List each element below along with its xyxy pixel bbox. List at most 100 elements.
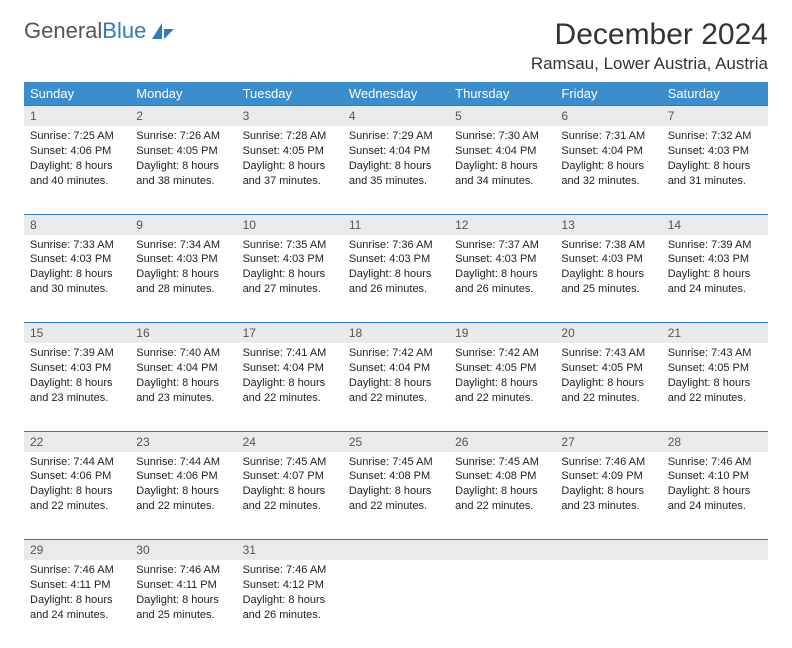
day-cell	[449, 560, 555, 648]
day-number-cell: 8	[24, 214, 130, 235]
title-block: December 2024 Ramsau, Lower Austria, Aus…	[531, 18, 768, 74]
day-cell	[555, 560, 661, 648]
day-cell-body: Sunrise: 7:45 AMSunset: 4:07 PMDaylight:…	[237, 452, 343, 520]
day-number-row: 891011121314	[24, 214, 768, 235]
day-cell: Sunrise: 7:46 AMSunset: 4:11 PMDaylight:…	[24, 560, 130, 648]
day-content-row: Sunrise: 7:44 AMSunset: 4:06 PMDaylight:…	[24, 452, 768, 540]
day-number-cell: 10	[237, 214, 343, 235]
day-number-cell: 1	[24, 106, 130, 127]
day-number-cell: 28	[662, 431, 768, 452]
day-cell: Sunrise: 7:44 AMSunset: 4:06 PMDaylight:…	[24, 452, 130, 540]
day-number-cell	[343, 540, 449, 561]
location: Ramsau, Lower Austria, Austria	[531, 54, 768, 74]
day-cell-body: Sunrise: 7:44 AMSunset: 4:06 PMDaylight:…	[130, 452, 236, 520]
day-cell-body: Sunrise: 7:42 AMSunset: 4:05 PMDaylight:…	[449, 343, 555, 411]
day-number-cell: 6	[555, 106, 661, 127]
day-cell: Sunrise: 7:46 AMSunset: 4:12 PMDaylight:…	[237, 560, 343, 648]
day-cell: Sunrise: 7:40 AMSunset: 4:04 PMDaylight:…	[130, 343, 236, 431]
logo-text-gray: General	[24, 18, 102, 44]
day-cell-body: Sunrise: 7:39 AMSunset: 4:03 PMDaylight:…	[662, 235, 768, 303]
day-header-row: SundayMondayTuesdayWednesdayThursdayFrid…	[24, 82, 768, 106]
day-number-cell: 5	[449, 106, 555, 127]
day-cell-body: Sunrise: 7:32 AMSunset: 4:03 PMDaylight:…	[662, 126, 768, 194]
day-number-cell: 14	[662, 214, 768, 235]
header: GeneralBlue December 2024 Ramsau, Lower …	[24, 18, 768, 74]
day-number-row: 1234567	[24, 106, 768, 127]
day-cell-body: Sunrise: 7:38 AMSunset: 4:03 PMDaylight:…	[555, 235, 661, 303]
day-cell	[343, 560, 449, 648]
day-cell-body: Sunrise: 7:26 AMSunset: 4:05 PMDaylight:…	[130, 126, 236, 194]
day-number-cell: 19	[449, 323, 555, 344]
day-cell-body: Sunrise: 7:43 AMSunset: 4:05 PMDaylight:…	[555, 343, 661, 411]
day-cell: Sunrise: 7:36 AMSunset: 4:03 PMDaylight:…	[343, 235, 449, 323]
day-cell: Sunrise: 7:41 AMSunset: 4:04 PMDaylight:…	[237, 343, 343, 431]
day-number-cell: 18	[343, 323, 449, 344]
day-cell-body: Sunrise: 7:25 AMSunset: 4:06 PMDaylight:…	[24, 126, 130, 194]
day-number-cell: 16	[130, 323, 236, 344]
day-number-cell: 31	[237, 540, 343, 561]
calendar-table: SundayMondayTuesdayWednesdayThursdayFrid…	[24, 82, 768, 648]
day-number-cell: 24	[237, 431, 343, 452]
day-content-row: Sunrise: 7:25 AMSunset: 4:06 PMDaylight:…	[24, 126, 768, 214]
day-cell: Sunrise: 7:38 AMSunset: 4:03 PMDaylight:…	[555, 235, 661, 323]
day-cell	[662, 560, 768, 648]
month-title: December 2024	[531, 18, 768, 52]
day-number-cell: 26	[449, 431, 555, 452]
day-cell: Sunrise: 7:43 AMSunset: 4:05 PMDaylight:…	[555, 343, 661, 431]
day-cell-body: Sunrise: 7:30 AMSunset: 4:04 PMDaylight:…	[449, 126, 555, 194]
day-number-cell: 20	[555, 323, 661, 344]
day-cell-body: Sunrise: 7:44 AMSunset: 4:06 PMDaylight:…	[24, 452, 130, 520]
day-cell-body: Sunrise: 7:35 AMSunset: 4:03 PMDaylight:…	[237, 235, 343, 303]
day-cell: Sunrise: 7:45 AMSunset: 4:08 PMDaylight:…	[449, 452, 555, 540]
day-number-cell: 27	[555, 431, 661, 452]
day-number-row: 293031	[24, 540, 768, 561]
day-number-row: 15161718192021	[24, 323, 768, 344]
day-cell: Sunrise: 7:39 AMSunset: 4:03 PMDaylight:…	[662, 235, 768, 323]
day-cell: Sunrise: 7:37 AMSunset: 4:03 PMDaylight:…	[449, 235, 555, 323]
day-cell: Sunrise: 7:35 AMSunset: 4:03 PMDaylight:…	[237, 235, 343, 323]
day-number-cell	[555, 540, 661, 561]
day-cell-body: Sunrise: 7:46 AMSunset: 4:12 PMDaylight:…	[237, 560, 343, 628]
day-cell: Sunrise: 7:46 AMSunset: 4:11 PMDaylight:…	[130, 560, 236, 648]
day-cell: Sunrise: 7:28 AMSunset: 4:05 PMDaylight:…	[237, 126, 343, 214]
logo-text-blue: Blue	[102, 18, 146, 44]
day-number-cell: 15	[24, 323, 130, 344]
day-cell: Sunrise: 7:32 AMSunset: 4:03 PMDaylight:…	[662, 126, 768, 214]
day-cell-body: Sunrise: 7:40 AMSunset: 4:04 PMDaylight:…	[130, 343, 236, 411]
day-cell-body: Sunrise: 7:46 AMSunset: 4:11 PMDaylight:…	[130, 560, 236, 628]
day-number-cell	[662, 540, 768, 561]
day-number-cell: 30	[130, 540, 236, 561]
day-header: Wednesday	[343, 82, 449, 106]
day-cell-body: Sunrise: 7:37 AMSunset: 4:03 PMDaylight:…	[449, 235, 555, 303]
day-cell: Sunrise: 7:39 AMSunset: 4:03 PMDaylight:…	[24, 343, 130, 431]
day-cell: Sunrise: 7:29 AMSunset: 4:04 PMDaylight:…	[343, 126, 449, 214]
day-cell-body: Sunrise: 7:45 AMSunset: 4:08 PMDaylight:…	[449, 452, 555, 520]
day-header: Tuesday	[237, 82, 343, 106]
day-number-cell: 9	[130, 214, 236, 235]
day-cell: Sunrise: 7:26 AMSunset: 4:05 PMDaylight:…	[130, 126, 236, 214]
day-number-cell: 13	[555, 214, 661, 235]
day-cell: Sunrise: 7:44 AMSunset: 4:06 PMDaylight:…	[130, 452, 236, 540]
day-number-cell: 17	[237, 323, 343, 344]
day-number-cell: 23	[130, 431, 236, 452]
day-number-cell: 12	[449, 214, 555, 235]
day-cell: Sunrise: 7:45 AMSunset: 4:07 PMDaylight:…	[237, 452, 343, 540]
day-cell-body: Sunrise: 7:46 AMSunset: 4:10 PMDaylight:…	[662, 452, 768, 520]
day-cell-body: Sunrise: 7:39 AMSunset: 4:03 PMDaylight:…	[24, 343, 130, 411]
day-cell-body: Sunrise: 7:31 AMSunset: 4:04 PMDaylight:…	[555, 126, 661, 194]
day-cell: Sunrise: 7:33 AMSunset: 4:03 PMDaylight:…	[24, 235, 130, 323]
logo: GeneralBlue	[24, 18, 176, 44]
day-header: Monday	[130, 82, 236, 106]
day-number-cell: 25	[343, 431, 449, 452]
day-number-cell: 11	[343, 214, 449, 235]
day-number-cell: 21	[662, 323, 768, 344]
day-number-cell	[449, 540, 555, 561]
day-cell-body: Sunrise: 7:29 AMSunset: 4:04 PMDaylight:…	[343, 126, 449, 194]
day-cell: Sunrise: 7:25 AMSunset: 4:06 PMDaylight:…	[24, 126, 130, 214]
day-cell-body: Sunrise: 7:46 AMSunset: 4:09 PMDaylight:…	[555, 452, 661, 520]
day-number-cell: 4	[343, 106, 449, 127]
day-header: Friday	[555, 82, 661, 106]
day-cell: Sunrise: 7:34 AMSunset: 4:03 PMDaylight:…	[130, 235, 236, 323]
day-cell-body: Sunrise: 7:28 AMSunset: 4:05 PMDaylight:…	[237, 126, 343, 194]
day-cell-body: Sunrise: 7:45 AMSunset: 4:08 PMDaylight:…	[343, 452, 449, 520]
